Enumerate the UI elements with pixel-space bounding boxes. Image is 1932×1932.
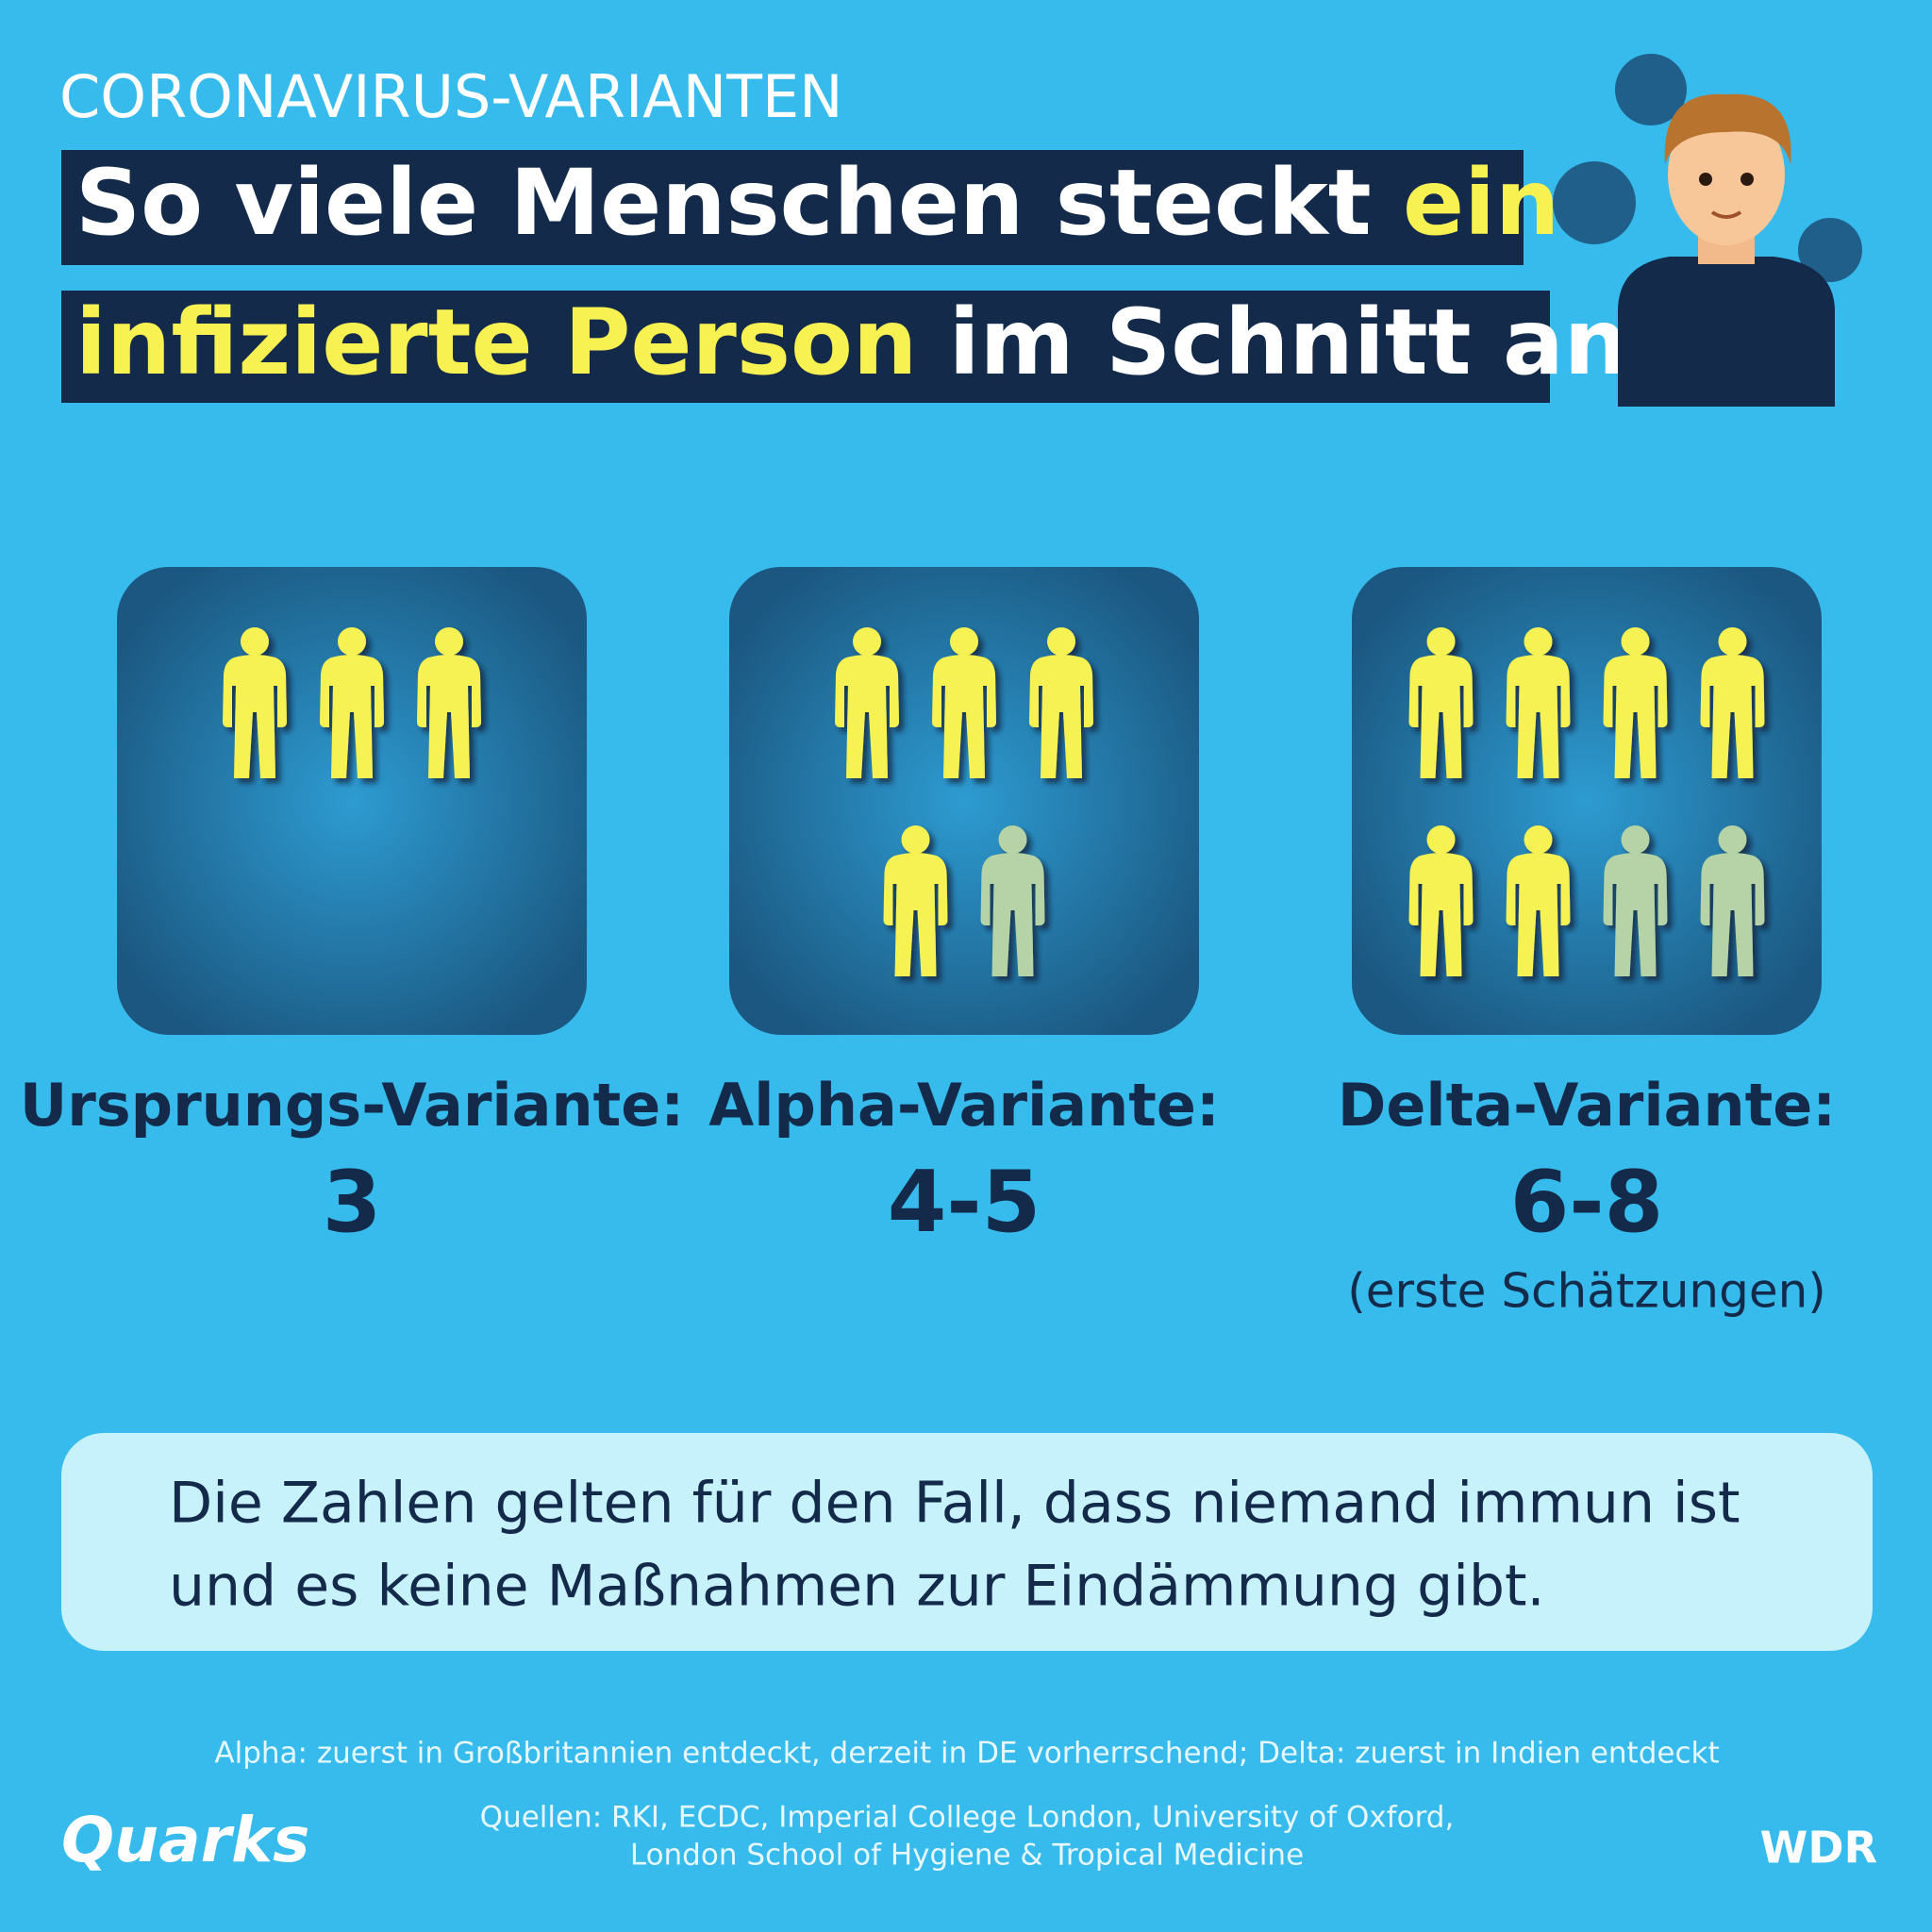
icon-body: [1029, 655, 1093, 778]
person-icon: [932, 627, 996, 778]
source-line: London School of Hygiene & Tropical Medi…: [630, 1839, 1304, 1873]
title-part: So viele Menschen steckt: [75, 150, 1372, 256]
icon-body: [1408, 655, 1474, 778]
icon-body: [1603, 853, 1668, 976]
person-icon: [1029, 627, 1093, 778]
icon-head: [1524, 825, 1553, 854]
icon-head: [338, 627, 366, 656]
note-line: Die Zahlen gelten für den Fall, dass nie…: [169, 1471, 1740, 1537]
title-highlight: infizierte Person: [75, 290, 917, 395]
icon-head: [1621, 825, 1650, 854]
person-icon: [1700, 627, 1765, 778]
person-icon: [1603, 627, 1668, 778]
icon-head: [901, 825, 930, 854]
icon-head: [1718, 825, 1747, 854]
variant-value: 6-8: [1510, 1153, 1664, 1252]
icon-head: [1718, 627, 1747, 656]
icon-body: [1700, 655, 1765, 778]
icon-head: [853, 627, 881, 656]
title-box: [61, 150, 1524, 265]
person-icon: [1603, 825, 1668, 976]
variant-value: 4-5: [888, 1153, 1041, 1252]
icon-body: [883, 853, 948, 976]
icon-body: [1603, 655, 1668, 778]
person-icon: [1408, 627, 1474, 778]
person-icon: [417, 627, 481, 778]
icon-body: [320, 655, 384, 778]
icon-head: [950, 627, 978, 656]
variant-name: Ursprungs-Variante:: [20, 1071, 684, 1140]
variant-value: 3: [323, 1153, 382, 1252]
icon-body: [932, 655, 996, 778]
panels: Ursprungs-Variante: 3 Alpha-Variante: 4-5 De…: [20, 567, 1836, 1319]
title-line: infizierte Person im Schnitt an: [75, 290, 1628, 395]
icon-body: [980, 853, 1045, 976]
icon-head: [1426, 825, 1456, 854]
person-icon: [320, 627, 384, 778]
note-box: [61, 1433, 1873, 1651]
title-box: [61, 291, 1550, 403]
person-icon: [1506, 627, 1571, 778]
person-icon: [1408, 825, 1474, 976]
variant-note: (erste Schätzungen): [1347, 1264, 1826, 1319]
variant-name: Alpha-Variante:: [708, 1071, 1220, 1140]
person-icon: [835, 627, 899, 778]
icon-head: [1524, 627, 1553, 656]
title-part: im Schnitt an: [949, 290, 1628, 395]
logo-quarks: Quarks: [61, 1804, 309, 1876]
kicker: CORONAVIRUS-VARIANTEN: [59, 62, 843, 131]
person-icon: [883, 825, 948, 976]
person-icon: [1700, 825, 1765, 976]
person-icon: [980, 825, 1045, 976]
icon-body: [1506, 853, 1571, 976]
icon-body: [223, 655, 287, 778]
icon-head: [1621, 627, 1650, 656]
icon-body: [1700, 853, 1765, 976]
variant-name: Delta-Variante:: [1338, 1071, 1836, 1140]
note-line: und es keine Maßnahmen zur Eindämmung gi…: [169, 1554, 1545, 1620]
title-line: So viele Menschen steckt eine: [75, 150, 1621, 256]
icon-body: [1506, 655, 1571, 778]
icon-head: [1047, 627, 1075, 656]
icon-body: [417, 655, 481, 778]
person-icon: [223, 627, 287, 778]
person-illustration: [1553, 54, 1862, 407]
icon-body: [835, 655, 899, 778]
footnote: Alpha: zuerst in Großbritannien entdeckt…: [214, 1737, 1719, 1771]
logo-wdr: WDR: [1760, 1823, 1877, 1874]
icon-head: [435, 627, 463, 656]
source-line: Quellen: RKI, ECDC, Imperial College Lon…: [480, 1801, 1455, 1835]
person-icon: [1506, 825, 1571, 976]
icon-head: [1426, 627, 1456, 656]
icon-body: [1408, 853, 1474, 976]
icon-head: [241, 627, 269, 656]
icon-head: [998, 825, 1027, 854]
